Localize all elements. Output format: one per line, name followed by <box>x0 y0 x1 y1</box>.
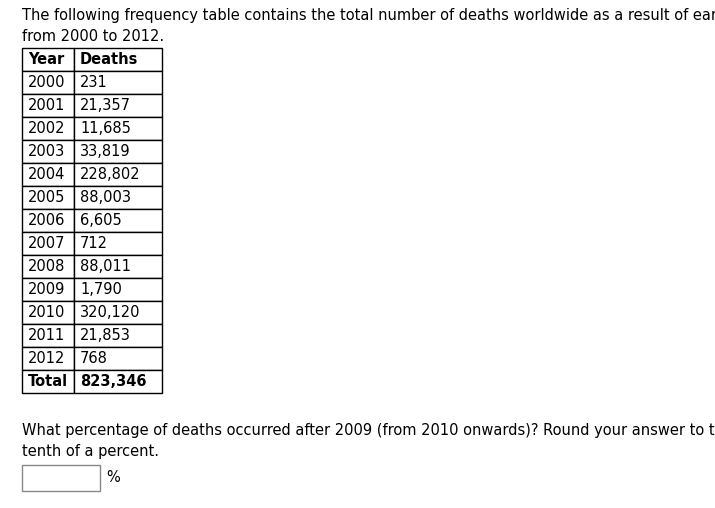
Text: Year: Year <box>28 52 64 67</box>
Bar <box>22 255 74 278</box>
Text: 2006: 2006 <box>28 213 65 228</box>
Bar <box>74 140 162 163</box>
Bar <box>74 347 162 370</box>
Bar <box>74 117 162 140</box>
Text: 88,011: 88,011 <box>80 259 131 274</box>
Text: 2005: 2005 <box>28 190 65 205</box>
Text: What percentage of deaths occurred after 2009 (from 2010 onwards)? Round your an: What percentage of deaths occurred after… <box>22 423 715 459</box>
Text: 768: 768 <box>80 351 108 366</box>
Bar <box>22 465 100 491</box>
Bar <box>22 48 74 71</box>
Bar <box>74 48 162 71</box>
Bar <box>74 255 162 278</box>
Text: 2003: 2003 <box>28 144 65 159</box>
Text: Deaths: Deaths <box>80 52 139 67</box>
Text: Total: Total <box>28 374 68 389</box>
Text: 231: 231 <box>80 75 108 90</box>
Text: 1,790: 1,790 <box>80 282 122 297</box>
Bar <box>22 324 74 347</box>
Text: 712: 712 <box>80 236 108 251</box>
Text: 228,802: 228,802 <box>80 167 141 182</box>
Bar <box>22 209 74 232</box>
Bar <box>22 278 74 301</box>
Bar <box>74 278 162 301</box>
Text: 2010: 2010 <box>28 305 65 320</box>
Text: 320,120: 320,120 <box>80 305 141 320</box>
Text: 11,685: 11,685 <box>80 121 131 136</box>
Bar <box>74 232 162 255</box>
Bar <box>74 163 162 186</box>
Text: 2009: 2009 <box>28 282 65 297</box>
Text: 21,853: 21,853 <box>80 328 131 343</box>
Text: 2011: 2011 <box>28 328 65 343</box>
Text: 2004: 2004 <box>28 167 65 182</box>
Bar <box>22 301 74 324</box>
Bar <box>22 163 74 186</box>
Bar <box>22 117 74 140</box>
Bar <box>22 186 74 209</box>
Bar <box>22 347 74 370</box>
Bar <box>74 94 162 117</box>
Text: 2000: 2000 <box>28 75 66 90</box>
Text: The following frequency table contains the total number of deaths worldwide as a: The following frequency table contains t… <box>22 8 715 44</box>
Bar <box>22 140 74 163</box>
Text: 2002: 2002 <box>28 121 66 136</box>
Text: 6,605: 6,605 <box>80 213 122 228</box>
Text: 2012: 2012 <box>28 351 65 366</box>
Bar <box>74 71 162 94</box>
Text: 88,003: 88,003 <box>80 190 131 205</box>
Text: 2008: 2008 <box>28 259 65 274</box>
Bar <box>74 209 162 232</box>
Bar <box>74 301 162 324</box>
Bar <box>74 324 162 347</box>
Text: 2007: 2007 <box>28 236 66 251</box>
Bar <box>22 370 74 393</box>
Bar <box>22 94 74 117</box>
Text: 21,357: 21,357 <box>80 98 131 113</box>
Bar <box>22 232 74 255</box>
Text: %: % <box>106 470 119 486</box>
Bar <box>22 71 74 94</box>
Bar <box>74 370 162 393</box>
Text: 2001: 2001 <box>28 98 65 113</box>
Bar <box>74 186 162 209</box>
Text: 33,819: 33,819 <box>80 144 131 159</box>
Text: 823,346: 823,346 <box>80 374 147 389</box>
